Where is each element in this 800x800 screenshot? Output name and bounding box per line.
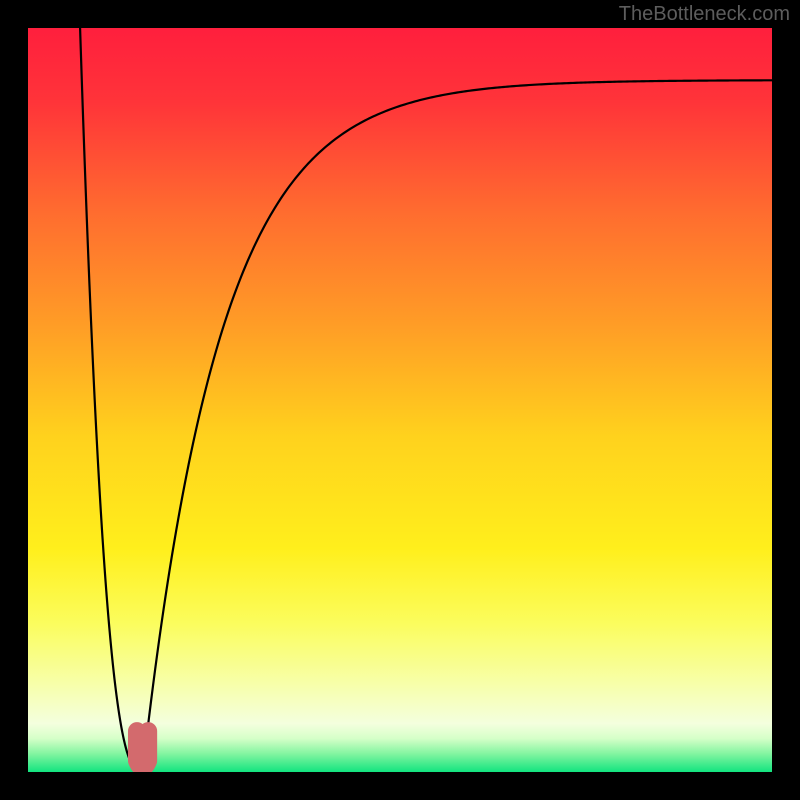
bottleneck-chart xyxy=(0,0,800,800)
plot-gradient xyxy=(28,28,772,772)
valley-marker xyxy=(137,731,148,767)
watermark-text: TheBottleneck.com xyxy=(619,3,790,26)
chart-container: TheBottleneck.com xyxy=(0,0,800,800)
